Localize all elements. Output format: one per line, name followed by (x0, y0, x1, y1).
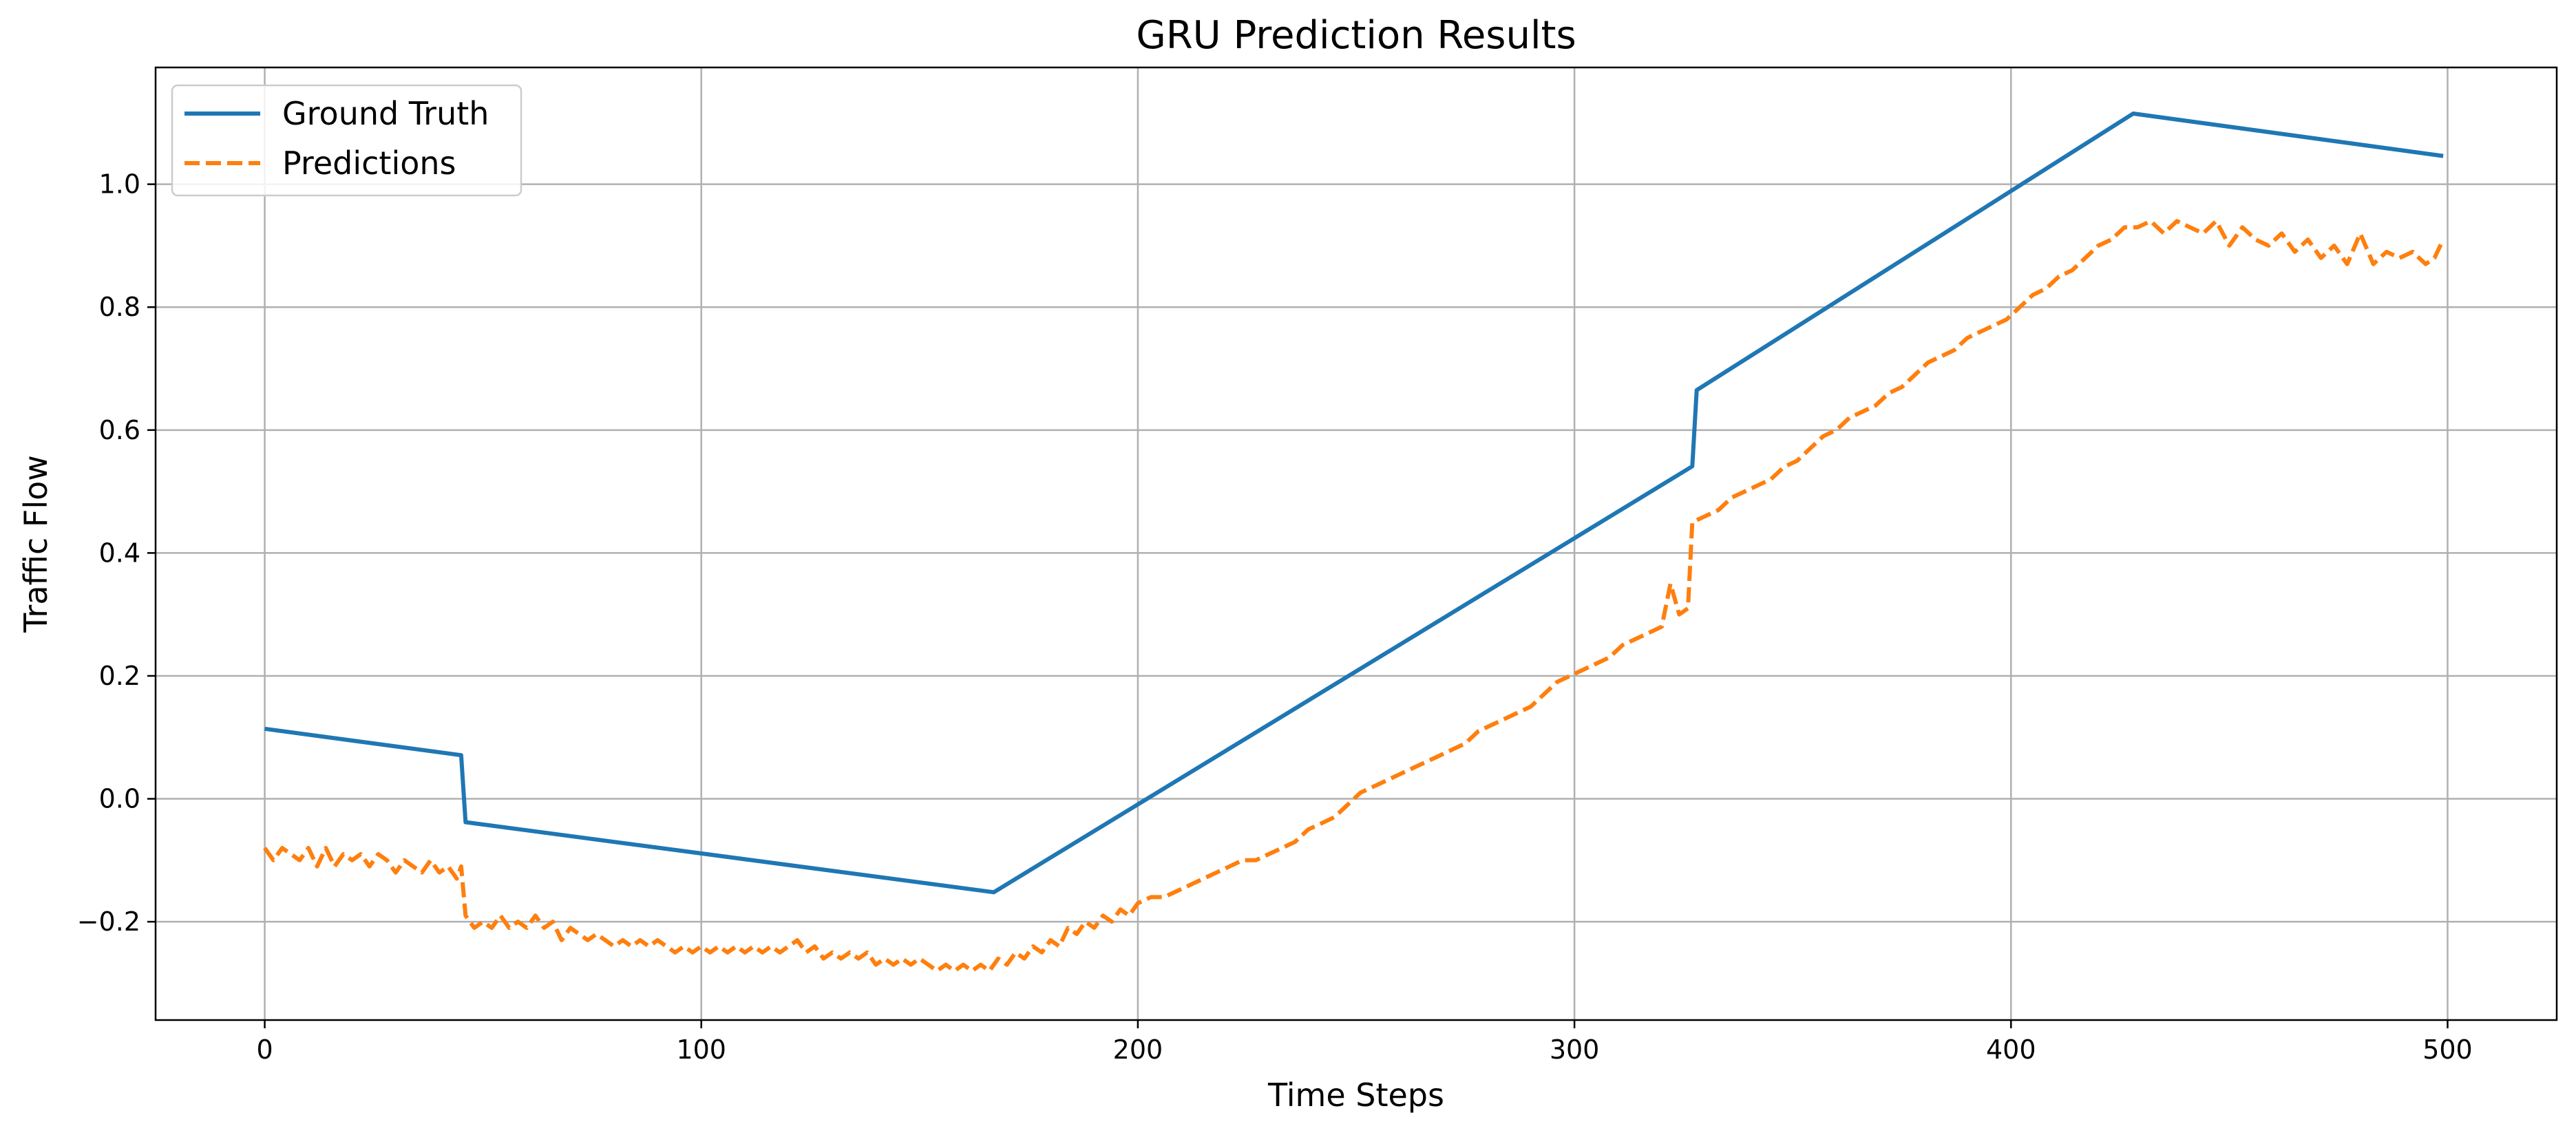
y-tick-label: −0.2 (77, 906, 140, 937)
legend-label-predictions: Predictions (282, 145, 456, 182)
x-tick-label: 500 (2422, 1035, 2473, 1065)
y-tick-label: 1.0 (99, 169, 140, 200)
y-tick-label: 0.8 (99, 292, 140, 322)
x-tick-label: 100 (676, 1035, 726, 1065)
axis-ticks: 0 100 200 300 400 500 −0.2 0.0 0.2 0.4 0.6 0.8 1.0 (77, 169, 2473, 1065)
series-line-predictions (263, 219, 2445, 973)
y-axis-label: Traffic Flow (17, 455, 54, 633)
plot-series (263, 112, 2445, 973)
y-tick-label: 0.6 (99, 415, 140, 445)
y-tick-label: 0.2 (99, 661, 140, 691)
grid (156, 67, 2557, 1020)
x-tick-label: 300 (1550, 1035, 1600, 1065)
legend-label-ground-truth: Ground Truth (282, 95, 489, 132)
x-tick-label: 200 (1113, 1035, 1163, 1065)
chart-title: GRU Prediction Results (1136, 13, 1576, 58)
legend: Ground Truth Predictions (171, 84, 522, 197)
x-axis-label: Time Steps (1267, 1076, 1444, 1114)
x-tick-label: 0 (256, 1035, 273, 1065)
plot-frame (154, 66, 2558, 1021)
y-tick-label: 0.0 (99, 784, 140, 814)
y-tick-label: 0.4 (99, 538, 140, 568)
x-tick-label: 400 (1986, 1035, 2036, 1065)
series-line-ground-truth (264, 112, 2444, 895)
